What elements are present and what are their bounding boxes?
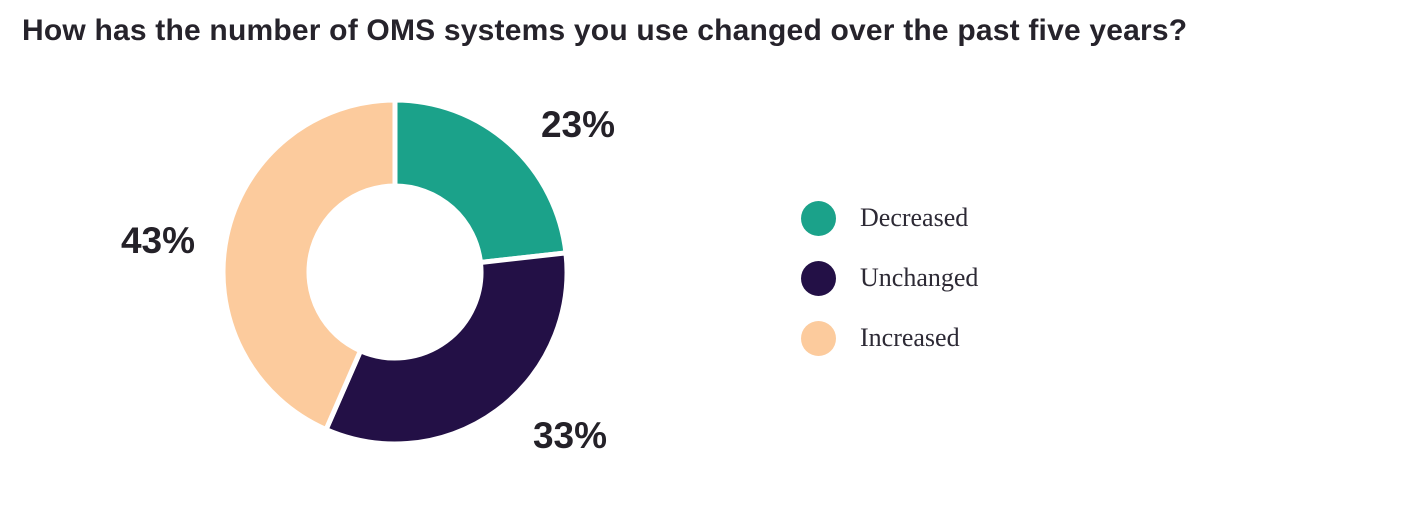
legend-label-decreased: Decreased [860,203,969,232]
legend-swatch-increased [801,320,836,356]
legend-item-increased: Increased [801,320,978,356]
legend: Decreased Unchanged Increased [801,200,978,356]
donut-chart [220,97,570,447]
value-label-increased: 43% [120,220,196,261]
legend-swatch-decreased [801,200,836,236]
legend-label-increased: Increased [860,323,960,352]
legend-swatch-unchanged [801,260,836,296]
chart-title: How has the number of OMS systems you us… [22,14,1188,47]
legend-item-decreased: Decreased [801,200,978,236]
donut-segment-decreased [392,97,569,266]
value-label-unchanged: 33% [532,415,608,456]
donut-segment-increased [220,97,398,433]
donut-segment-unchanged [322,250,570,447]
legend-item-unchanged: Unchanged [801,260,978,296]
value-label-decreased: 23% [540,104,616,145]
legend-label-unchanged: Unchanged [860,263,979,292]
